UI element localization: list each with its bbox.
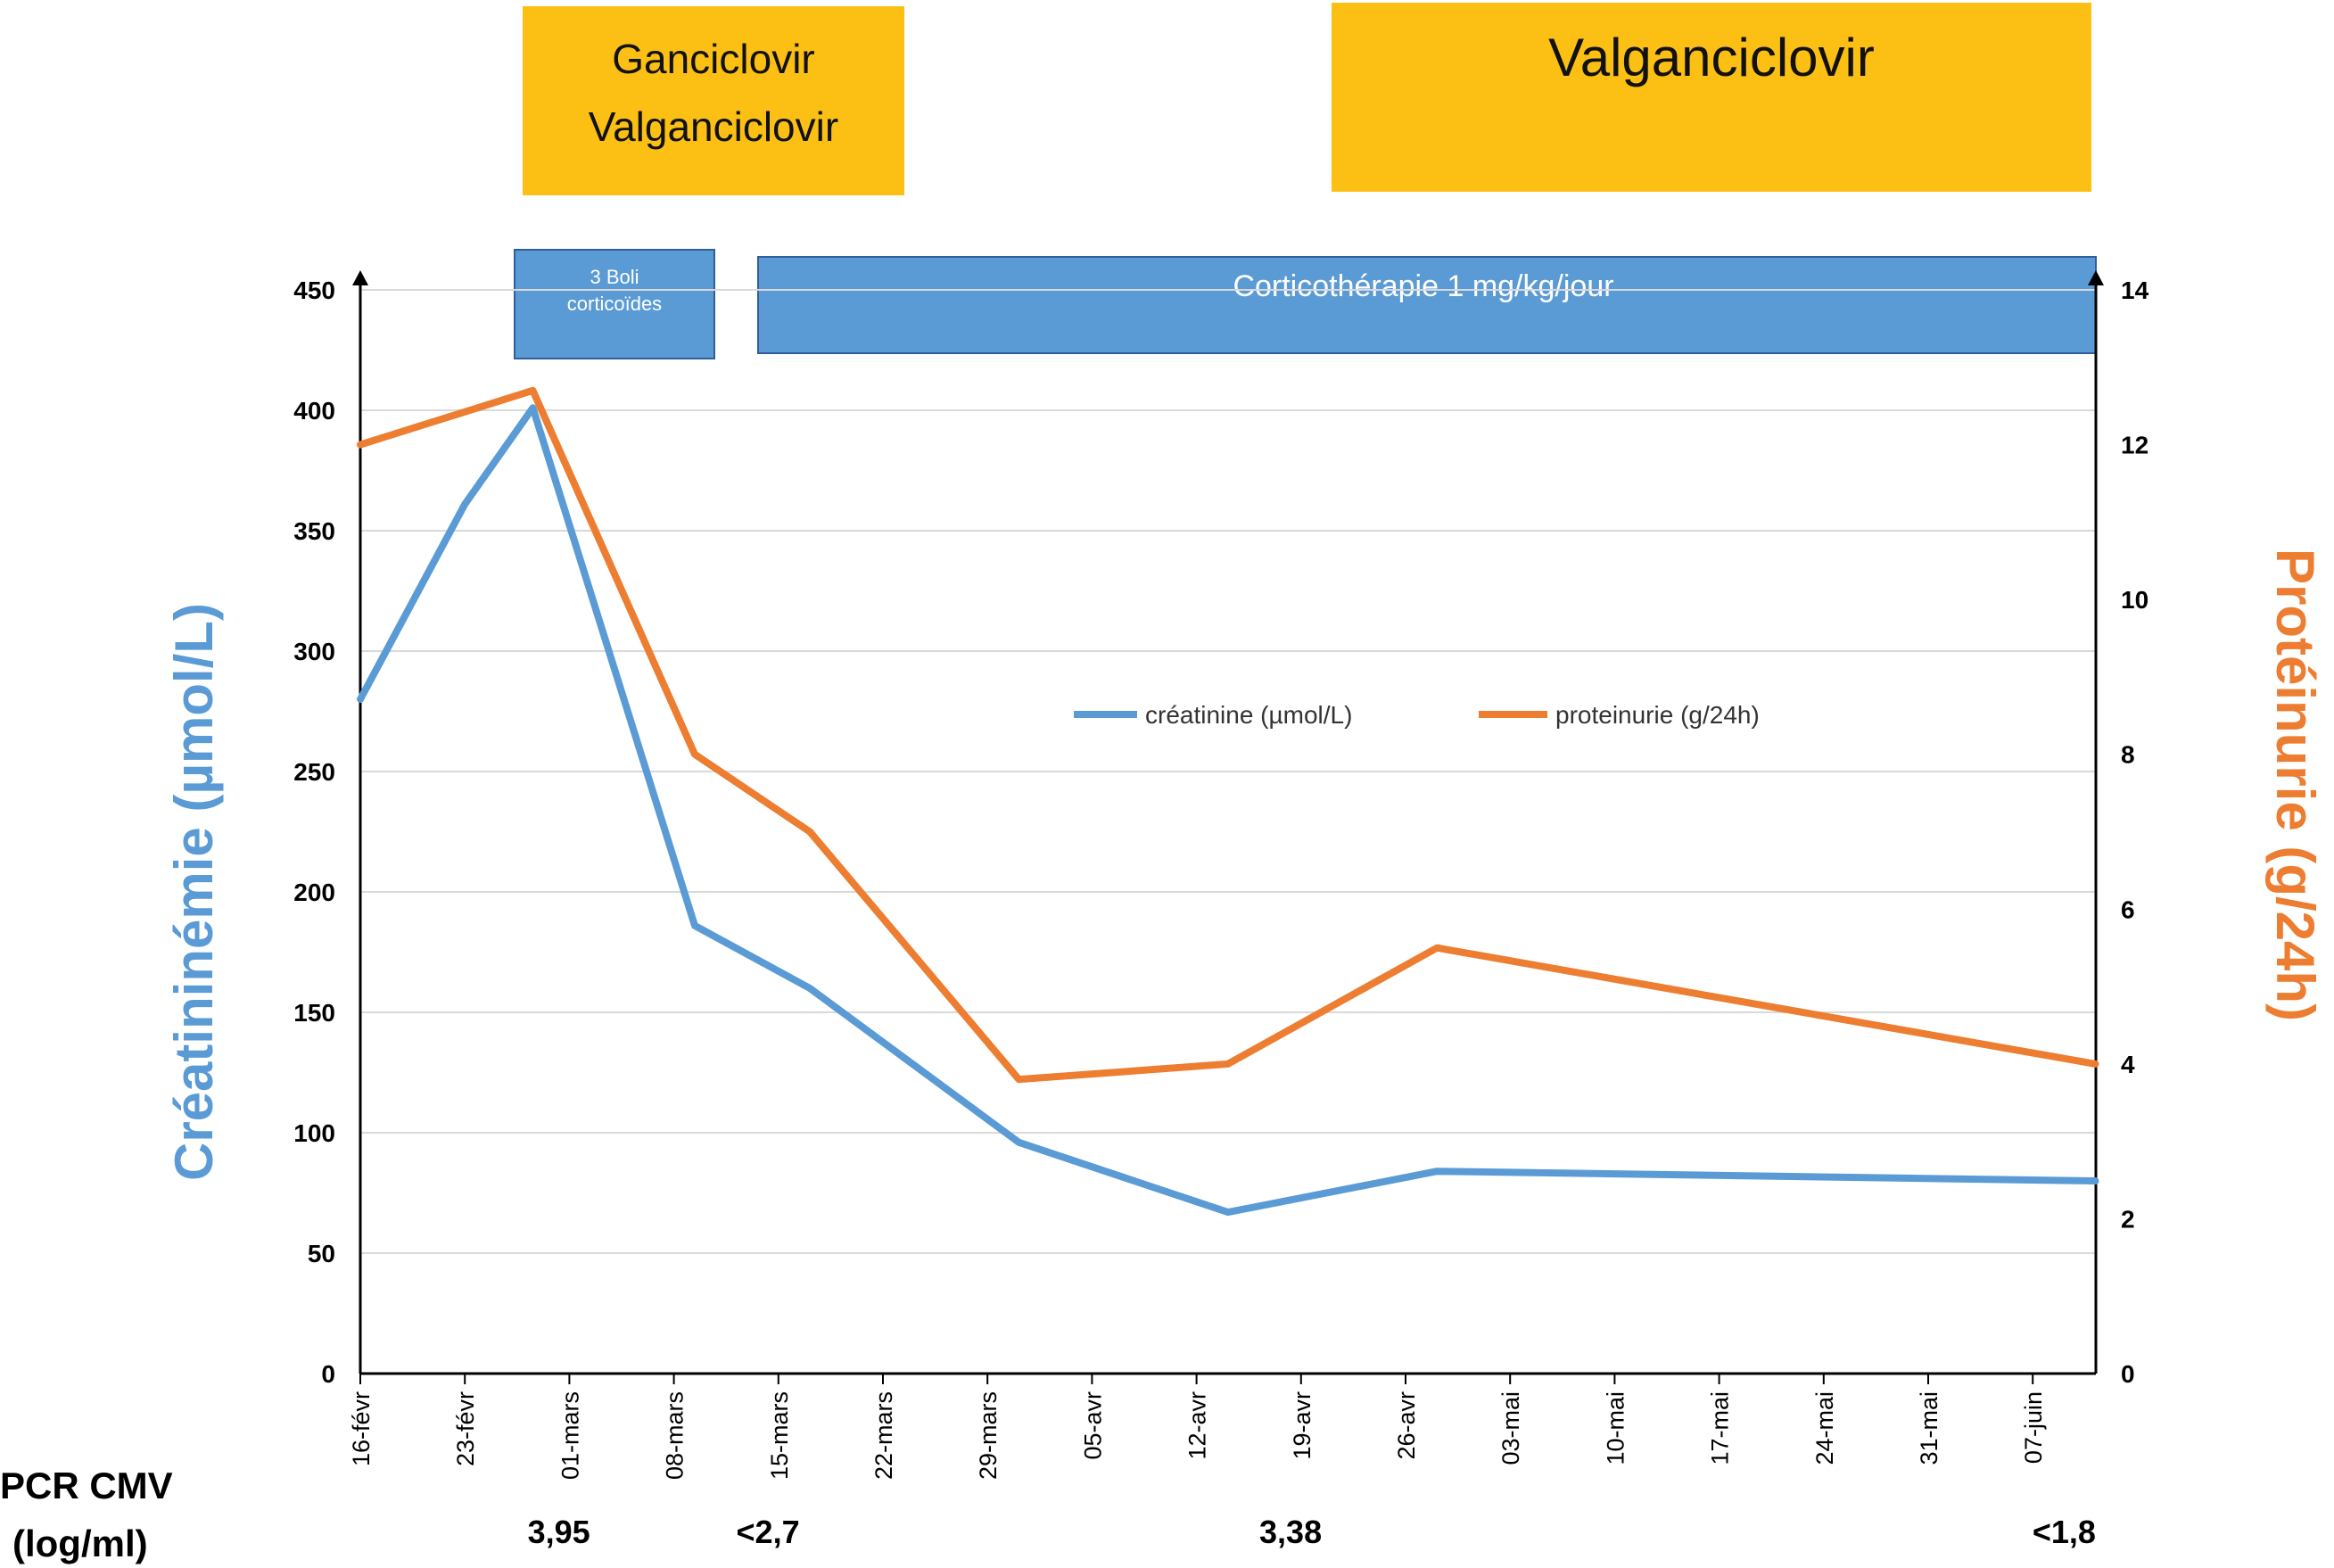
treatment-ganciclovir-box: Ganciclovir Valganciclovir <box>523 6 904 195</box>
cortico-boli-label-2: corticoïdes <box>567 293 662 315</box>
x-tick-label: 16-févr <box>348 1391 375 1466</box>
pcr-value: 3,95 <box>528 1514 590 1550</box>
y-axis-right-title: Protéinurie (g/24h) <box>2265 549 2325 1021</box>
x-tick-label: 15-mars <box>766 1391 793 1480</box>
x-tick-label: 31-mai <box>1916 1391 1942 1465</box>
y-tick-label-right: 12 <box>2121 432 2148 459</box>
y-tick-label-left: 300 <box>293 638 335 665</box>
data-series <box>357 386 2099 1217</box>
x-tick-label: 26-avr <box>1393 1391 1420 1460</box>
y-tick-label-right: 2 <box>2121 1205 2135 1233</box>
pcr-value: <1,8 <box>2033 1514 2096 1550</box>
y-tick-label-right: 14 <box>2121 276 2149 304</box>
y-tick-label-left: 400 <box>293 397 335 425</box>
pcr-values: 3,95 <2,7 3,38 <1,8 <box>528 1514 2096 1550</box>
cortico-boli-box: 3 Boli corticoïdes <box>514 249 715 359</box>
x-axis-ticks: 16-févr 23-févr 01-mars 08-mars 15-mars 22-ma… <box>348 1374 2047 1480</box>
treatment-label-ganciclovir: Ganciclovir <box>612 36 815 82</box>
x-tick-label: 05-avr <box>1079 1391 1106 1460</box>
y-tick-label-left: 0 <box>321 1360 335 1388</box>
y-tick-label-left: 450 <box>293 276 335 304</box>
series-line-proteinurie <box>357 386 2099 1084</box>
y-tick-label-right: 0 <box>2121 1360 2135 1388</box>
pcr-value: 3,38 <box>1259 1514 1322 1550</box>
treatment-valganciclovir-box: Valganciclovir <box>1332 3 2091 192</box>
treatment-label-valganciclovir-2: Valganciclovir <box>1548 28 1875 87</box>
treatment-label-valganciclovir-1: Valganciclovir <box>589 103 838 150</box>
y-axis-left-ticks: 0 50 100 150 200 250 300 350 400 450 <box>293 276 335 1388</box>
pcr-label-line1: PCR CMV <box>0 1465 173 1506</box>
corticotherapie-label: Corticothérapie 1 mg/kg/jour <box>1233 269 1613 303</box>
y-tick-label-left: 200 <box>293 879 335 906</box>
cortico-boli-label-1: 3 Boli <box>590 266 639 288</box>
x-tick-label: 08-mars <box>662 1391 689 1480</box>
y-tick-label-right: 6 <box>2121 895 2135 923</box>
pcr-value: <2,7 <box>737 1514 800 1550</box>
y-axis-left-arrow <box>352 270 368 285</box>
legend-label-creatinine: créatinine (µmol/L) <box>1145 701 1352 729</box>
x-tick-label: 17-mai <box>1707 1391 1734 1465</box>
pcr-label-line2: (log/ml) <box>12 1523 148 1564</box>
corticotherapie-box: Corticothérapie 1 mg/kg/jour <box>757 256 2097 354</box>
y-axis-left-title: Créatininémie (µmol/L) <box>164 603 224 1181</box>
x-tick-label: 12-avr <box>1184 1391 1211 1460</box>
legend: créatinine (µmol/L) proteinurie (g/24h) <box>1074 701 1760 729</box>
x-tick-label: 10-mai <box>1602 1391 1629 1465</box>
gridlines <box>360 289 2096 1254</box>
x-tick-label: 19-avr <box>1289 1391 1315 1460</box>
y-tick-label-left: 350 <box>293 517 335 545</box>
axes <box>352 270 2104 1375</box>
y-axis-right-arrow <box>2088 270 2104 285</box>
x-tick-label: 22-mars <box>870 1391 897 1480</box>
y-tick-label-right: 8 <box>2121 741 2135 769</box>
x-tick-label: 23-févr <box>452 1391 479 1466</box>
x-tick-label: 29-mars <box>975 1391 1002 1480</box>
x-tick-label: 03-mai <box>1497 1391 1524 1465</box>
x-tick-label: 07-juin <box>2020 1391 2047 1464</box>
series-line-creatinine <box>357 404 2099 1217</box>
y-tick-label-right: 4 <box>2121 1051 2135 1078</box>
x-tick-label: 01-mars <box>557 1391 583 1480</box>
y-axis-right-ticks: 0 2 4 6 8 10 12 14 <box>2121 276 2149 1388</box>
y-tick-label-left: 100 <box>293 1119 335 1147</box>
legend-label-proteinurie: proteinurie (g/24h) <box>1555 701 1760 729</box>
y-tick-label-left: 50 <box>308 1240 335 1267</box>
y-tick-label-left: 150 <box>293 999 335 1027</box>
x-tick-label: 24-mai <box>1811 1391 1838 1465</box>
y-tick-label-right: 10 <box>2121 586 2148 614</box>
y-tick-label-left: 250 <box>293 758 335 786</box>
